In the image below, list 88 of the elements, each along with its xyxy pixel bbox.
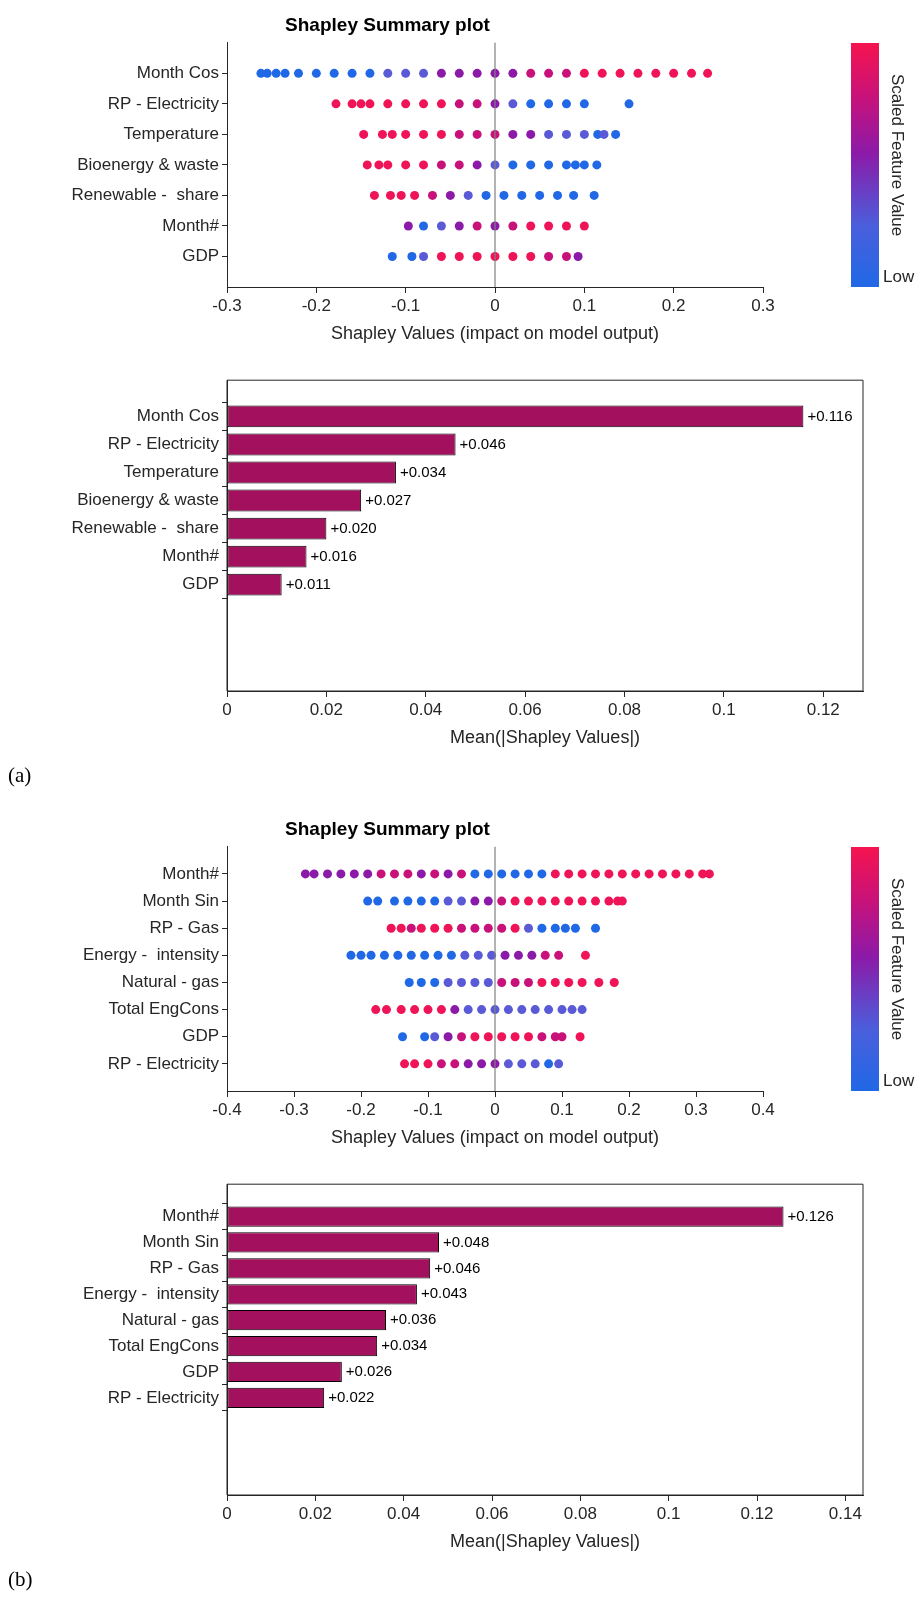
data-label: +0.126: [787, 1206, 834, 1224]
y-tick-label: Month Cos: [136, 406, 219, 426]
y-tick-label: RP - Electricity: [107, 93, 220, 113]
x-tick-label: 0.02: [309, 699, 343, 719]
y-tick-label: GDP: [182, 574, 219, 594]
x-tick-label: 0.06: [475, 1503, 509, 1523]
y-tick-label: Bioenergy & waste: [77, 154, 219, 174]
x-tick-label: 0.02: [298, 1503, 332, 1523]
x-axis-title: Shapley Values (impact on model output): [331, 1127, 659, 1148]
x-tick-label: -0.2: [346, 1099, 376, 1119]
x-tick-label: -0.3: [279, 1099, 309, 1119]
y-tick-label: Month#: [162, 215, 220, 235]
x-tick-label: 0.1: [572, 295, 597, 315]
x-tick-label: 0.12: [740, 1503, 774, 1523]
x-axis-title: Mean(|Shapley Values|): [449, 1531, 641, 1552]
data-label: +0.022: [328, 1388, 375, 1406]
x-tick-label: -0.4: [212, 1099, 242, 1119]
y-tick-label: Natural - gas: [121, 972, 219, 992]
x-tick-label: 0.04: [387, 1503, 421, 1523]
y-tick-label: Month Sin: [142, 1232, 219, 1252]
data-label: +0.034: [381, 1336, 428, 1354]
y-tick-label: Energy - intensity: [82, 945, 220, 965]
color-bar-title: Scaled Feature Value: [887, 72, 907, 238]
y-tick-label: RP - Gas: [149, 1258, 219, 1278]
data-label: +0.036: [390, 1310, 437, 1328]
data-label: +0.046: [459, 434, 506, 452]
x-tick-label: -0.2: [301, 295, 331, 315]
x-tick-label: 0.1: [712, 699, 736, 719]
data-label: +0.034: [399, 462, 447, 480]
y-tick-label: Month Cos: [136, 63, 219, 83]
text: (b): [8, 1567, 34, 1592]
y-tick-label: Renewable - share: [71, 518, 219, 538]
y-tick-label: RP - Gas: [149, 917, 219, 937]
data-label: +0.048: [443, 1232, 490, 1250]
x-tick-label: 0.2: [661, 295, 686, 315]
y-tick-label: Month#: [162, 1206, 220, 1226]
x-axis-title: Shapley Values (impact on model output): [331, 323, 659, 344]
x-tick-label: 0: [222, 699, 232, 719]
x-tick-label: 0.08: [563, 1503, 597, 1523]
text: Low: [883, 1071, 915, 1091]
y-tick-label: RP - Electricity: [107, 1387, 220, 1407]
x-tick-label: -0.3: [212, 295, 242, 315]
y-tick-label: Month#: [162, 546, 220, 566]
data-label: +0.116: [807, 406, 853, 424]
data-label: +0.011: [285, 574, 331, 592]
x-axis-title: Mean(|Shapley Values|): [449, 727, 641, 748]
y-tick-label: Total EngCons: [108, 999, 219, 1019]
y-tick-label: RP - Electricity: [107, 1053, 220, 1073]
x-tick-label: -0.1: [413, 1099, 443, 1119]
x-tick-label: 0.04: [409, 699, 443, 719]
y-tick-label: Natural - gas: [121, 1309, 219, 1329]
y-tick-label: RP - Electricity: [107, 434, 220, 454]
x-tick-label: 0: [222, 1503, 232, 1523]
x-tick-label: 0.4: [751, 1099, 775, 1119]
y-tick-label: Bioenergy & waste: [77, 490, 219, 510]
chart-title: Shapley Summary plot: [285, 13, 491, 35]
y-tick-label: Month#: [162, 863, 220, 883]
x-tick-label: 0: [490, 295, 500, 315]
data-label: +0.046: [434, 1258, 481, 1276]
y-tick-label: Temperature: [123, 124, 219, 144]
data-label: +0.027: [365, 490, 412, 508]
text: (a): [8, 763, 33, 788]
x-tick-label: 0.3: [751, 295, 775, 315]
x-tick-label: 0.1: [656, 1503, 681, 1523]
x-tick-label: 0.14: [828, 1503, 862, 1523]
data-label: +0.043: [420, 1284, 468, 1302]
data-label: +0.020: [330, 518, 377, 536]
data-label: +0.026: [345, 1362, 393, 1380]
data-label: +0.016: [310, 546, 357, 564]
y-tick-label: GDP: [182, 246, 219, 266]
y-tick-label: Total EngCons: [108, 1335, 219, 1355]
chart-title: Shapley Summary plot: [285, 817, 491, 839]
color-bar-title: Scaled Feature Value: [887, 876, 907, 1042]
x-tick-label: 0.1: [550, 1099, 574, 1119]
x-tick-label: -0.1: [391, 295, 421, 315]
y-tick-label: Month Sin: [142, 890, 219, 910]
y-tick-label: Renewable - share: [71, 185, 219, 205]
y-tick-label: GDP: [182, 1026, 219, 1046]
text: Low: [883, 267, 915, 287]
x-tick-label: 0: [490, 1099, 500, 1119]
x-tick-label: 0.06: [508, 699, 542, 719]
y-tick-label: GDP: [182, 1361, 219, 1381]
x-tick-label: 0.2: [617, 1099, 641, 1119]
y-tick-label: Energy - intensity: [82, 1283, 220, 1303]
x-tick-label: 0.08: [607, 699, 642, 719]
x-tick-label: 0.3: [684, 1099, 708, 1119]
y-tick-label: Temperature: [123, 462, 219, 482]
x-tick-label: 0.12: [806, 699, 840, 719]
